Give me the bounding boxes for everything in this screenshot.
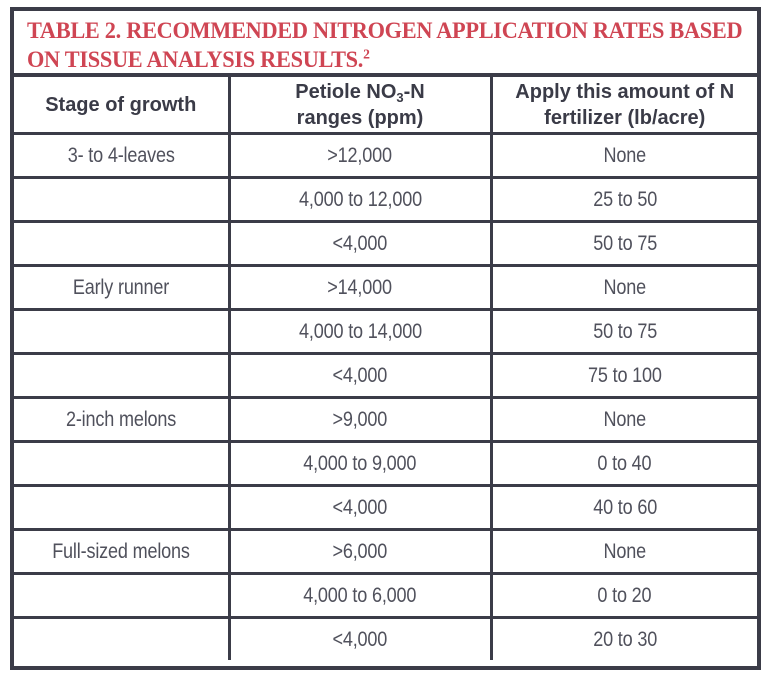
table-row: <4,000 20 to 30	[14, 616, 757, 660]
header-petiole-no3-range: Petiole NO3-N ranges (ppm)	[227, 77, 493, 135]
stage-cell: 2-inch melons	[14, 396, 231, 443]
table-header: Stage of growth Petiole NO3-N ranges (pp…	[14, 77, 757, 135]
rate-cell: 0 to 40	[489, 440, 757, 487]
rate-cell: 40 to 60	[489, 484, 757, 531]
header-petiole-line2: ranges (ppm)	[296, 106, 424, 129]
rate-cell: 50 to 75	[489, 220, 757, 267]
table-row: 3- to 4-leaves >12,000 None	[14, 132, 757, 179]
range-cell: >9,000	[227, 396, 493, 443]
rate-cell: None	[489, 264, 757, 311]
stage-cell	[14, 572, 231, 619]
stage-cell	[14, 484, 231, 531]
header-apply-n-fertilizer: Apply this amount of N fertilizer (lb/ac…	[489, 77, 757, 135]
table-title: TABLE 2. RECOMMENDED NITROGEN APPLICATIO…	[14, 11, 757, 77]
header-stage-label: Stage of growth	[45, 93, 197, 116]
stage-cell: Early runner	[14, 264, 231, 311]
stage-cell	[14, 220, 231, 267]
header-apply-line1: Apply this amount of N	[515, 80, 735, 103]
table-row: 2-inch melons >9,000 None	[14, 396, 757, 443]
table-row: <4,000 40 to 60	[14, 484, 757, 531]
range-cell: <4,000	[227, 616, 493, 660]
table-title-line2-text: ON TISSUE ANALYSIS RESULTS.	[27, 47, 364, 72]
rate-cell: 0 to 20	[489, 572, 757, 619]
header-row: Stage of growth Petiole NO3-N ranges (pp…	[14, 77, 757, 135]
stage-cell: Full-sized melons	[14, 528, 231, 575]
header-petiole-post: -N	[403, 80, 425, 103]
range-cell: 4,000 to 12,000	[227, 176, 493, 223]
stage-cell: 3- to 4-leaves	[14, 132, 231, 179]
table-row: 4,000 to 14,000 50 to 75	[14, 308, 757, 355]
table-title-line2: ON TISSUE ANALYSIS RESULTS.2	[27, 45, 725, 73]
header-petiole-pre: Petiole NO	[295, 80, 397, 103]
range-cell: >14,000	[227, 264, 493, 311]
data-table: Stage of growth Petiole NO3-N ranges (pp…	[14, 77, 757, 660]
no3-subscript: 3	[396, 89, 404, 105]
rate-cell: 50 to 75	[489, 308, 757, 355]
rate-cell: None	[489, 396, 757, 443]
stage-cell	[14, 352, 231, 399]
rate-cell: None	[489, 132, 757, 179]
stage-cell	[14, 176, 231, 223]
stage-cell	[14, 308, 231, 355]
table-title-line1-text: TABLE 2. RECOMMENDED NITROGEN APPLICATIO…	[27, 18, 743, 43]
table-row: <4,000 50 to 75	[14, 220, 757, 267]
range-cell: <4,000	[227, 484, 493, 531]
table-title-line1: TABLE 2. RECOMMENDED NITROGEN APPLICATIO…	[27, 16, 743, 45]
nitrogen-rates-table: TABLE 2. RECOMMENDED NITROGEN APPLICATIO…	[10, 7, 761, 670]
range-cell: <4,000	[227, 220, 493, 267]
table-row: Early runner >14,000 None	[14, 264, 757, 311]
footnote-superscript: 2	[363, 47, 370, 63]
table-row: Full-sized melons >6,000 None	[14, 528, 757, 575]
table-body: 3- to 4-leaves >12,000 None 4,000 to 12,…	[14, 132, 757, 660]
range-cell: 4,000 to 14,000	[227, 308, 493, 355]
rate-cell: 25 to 50	[489, 176, 757, 223]
table-row: 4,000 to 6,000 0 to 20	[14, 572, 757, 619]
range-cell: >6,000	[227, 528, 493, 575]
range-cell: >12,000	[227, 132, 493, 179]
header-stage-of-growth: Stage of growth	[14, 77, 231, 135]
stage-cell	[14, 616, 231, 660]
range-cell: 4,000 to 9,000	[227, 440, 493, 487]
rate-cell: None	[489, 528, 757, 575]
header-apply-line2: fertilizer (lb/acre)	[544, 106, 706, 129]
table-row: 4,000 to 9,000 0 to 40	[14, 440, 757, 487]
rate-cell: 20 to 30	[489, 616, 757, 660]
range-cell: <4,000	[227, 352, 493, 399]
table-row: <4,000 75 to 100	[14, 352, 757, 399]
rate-cell: 75 to 100	[489, 352, 757, 399]
table-row: 4,000 to 12,000 25 to 50	[14, 176, 757, 223]
range-cell: 4,000 to 6,000	[227, 572, 493, 619]
stage-cell	[14, 440, 231, 487]
